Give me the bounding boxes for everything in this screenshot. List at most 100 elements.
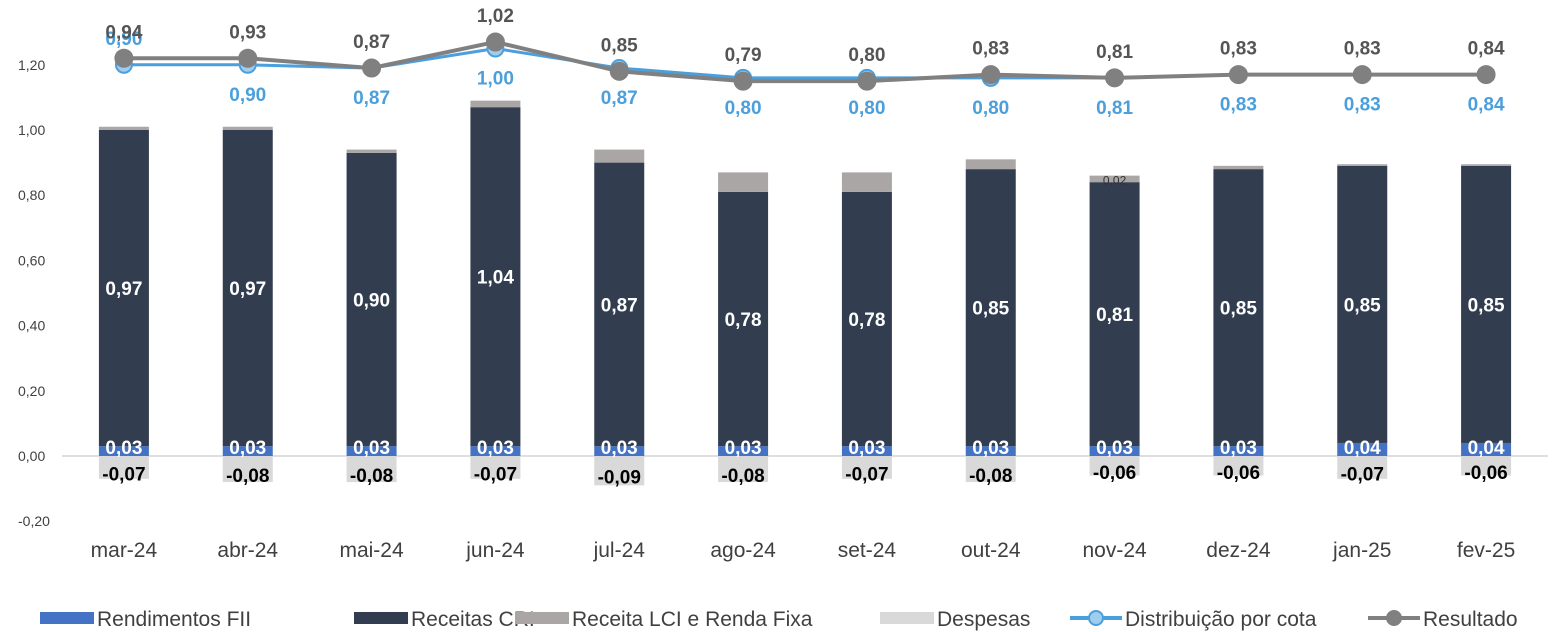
label-rendimentos-fii: 0,03 (601, 438, 638, 459)
label-rendimentos-fii: 0,03 (105, 438, 142, 459)
legend-resultado-swatch-marker (1386, 610, 1402, 626)
bar-receita-lci (222, 126, 273, 130)
label-resultado: 0,80 (848, 45, 885, 66)
label-resultado: 0,93 (229, 22, 266, 43)
legend-resultado-label: Resultado (1423, 608, 1518, 631)
legend-distribui-o-por-cota-label: Distribuição por cota (1125, 608, 1317, 631)
y-tick-label: -0,20 (18, 513, 50, 529)
point-resultado (1105, 68, 1125, 88)
x-tick-label: mar-24 (91, 539, 158, 562)
legend-despesas-swatch (880, 612, 934, 624)
y-tick-label: 0,60 (18, 252, 45, 268)
x-tick-label: abr-24 (217, 539, 278, 562)
label-despesas: -0,07 (845, 464, 888, 485)
bar-receitas-cri (965, 169, 1016, 447)
label-resultado: 0,83 (972, 39, 1009, 60)
bar-despesas (98, 456, 149, 479)
label-resultado: 0,94 (105, 22, 142, 43)
x-tick-label: out-24 (961, 539, 1021, 562)
label-receitas-cri: 0,97 (229, 279, 266, 300)
bar-rendimentos-fii (594, 446, 645, 456)
label-receitas-cri: 0,78 (848, 310, 885, 331)
point-resultado (1352, 65, 1372, 85)
label-despesas: -0,06 (1464, 463, 1507, 484)
label-distribuicao-por-cota: 0,81 (1096, 98, 1133, 119)
legend-receita-lci-e-renda-fixa-swatch (515, 612, 569, 624)
label-rendimentos-fii: 0,04 (1344, 438, 1381, 459)
x-axis: mar-24 abr-24 mai-24 jun-24 jul-24 ago-24 set-… (91, 539, 1516, 562)
point-resultado (1476, 65, 1496, 85)
label-resultado: 0,79 (725, 45, 762, 66)
point-resultado (114, 48, 134, 68)
label-distribuicao-por-cota: 0,83 (1344, 95, 1381, 116)
label-distribuicao-por-cota: 0,87 (601, 88, 638, 109)
label-resultado: 0,81 (1096, 42, 1133, 63)
label-despesas: -0,08 (721, 466, 764, 487)
label-resultado: 1,02 (477, 6, 514, 27)
point-resultado (1228, 65, 1248, 85)
label-despesas: -0,07 (102, 464, 145, 485)
y-tick-label: 0,40 (18, 318, 45, 334)
y-tick-label: 1,00 (18, 122, 45, 138)
bar-receita-lci (470, 100, 521, 108)
bar-rendimentos-fii (1213, 446, 1264, 456)
label-distribuicao-por-cota: 1,00 (477, 69, 514, 90)
label-rendimentos-fii: 0,03 (229, 438, 266, 459)
label-resultado: 0,84 (1468, 39, 1505, 60)
legend-receitas-cri-swatch (354, 612, 408, 624)
bar-despesas (1089, 456, 1140, 476)
label-despesas: -0,07 (474, 464, 517, 485)
label-resultado: 0,85 (601, 35, 638, 56)
label-distribuicao-por-cota: 0,80 (848, 98, 885, 119)
bar-receitas-cri (470, 107, 521, 447)
label-receitas-cri: 0,97 (105, 279, 142, 300)
legend-distribui-o-por-cota-swatch-marker (1088, 610, 1104, 626)
bar-rendimentos-fii (1461, 442, 1512, 456)
x-tick-label: mai-24 (339, 539, 404, 562)
bar-rendimentos-fii (1337, 442, 1388, 456)
bar-receita-lci (1089, 175, 1140, 183)
label-distribuicao-por-cota: 0,84 (1468, 95, 1505, 116)
y-tick-label: 0,00 (18, 448, 45, 464)
label-receitas-cri: 0,85 (1468, 295, 1505, 316)
legend-despesas-label: Despesas (937, 608, 1030, 631)
label-receita-lci: 0,02 (1103, 174, 1127, 188)
bar-despesas (841, 456, 892, 479)
label-resultado: 0,83 (1344, 39, 1381, 60)
bar-receita-lci (965, 159, 1016, 170)
legend-receitas-cri-label: Receitas CRI (411, 608, 535, 631)
x-tick-label: ago-24 (710, 539, 776, 562)
line-series (114, 32, 1496, 91)
data-labels: 0,03 0,97 -0,07 0,03 0,97 -0,08 0,03 0,90 -0,08 0… (102, 6, 1507, 489)
point-resultado (981, 65, 1001, 85)
bar-despesas (346, 456, 397, 483)
label-receitas-cri: 0,81 (1096, 305, 1133, 326)
label-receitas-cri: 0,87 (601, 295, 638, 316)
bar-despesas (1461, 456, 1512, 476)
bar-receita-lci (1337, 164, 1388, 166)
label-receitas-cri: 0,85 (1344, 295, 1381, 316)
label-despesas: -0,08 (969, 466, 1012, 487)
x-tick-label: fev-25 (1457, 539, 1515, 562)
bar-rendimentos-fii (98, 446, 149, 456)
label-despesas: -0,08 (226, 466, 269, 487)
label-distribuicao-por-cota: 0,90 (105, 29, 142, 50)
y-tick-label: 0,20 (18, 383, 45, 399)
bar-rendimentos-fii (470, 446, 521, 456)
bar-receitas-cri (346, 152, 397, 447)
legend-receita-lci-e-renda-fixa-label: Receita LCI e Renda Fixa (572, 608, 813, 631)
bar-despesas (1213, 456, 1264, 476)
bar-receitas-cri (594, 162, 645, 447)
x-tick-label: set-24 (838, 539, 897, 562)
label-distribuicao-por-cota: 0,90 (229, 85, 266, 106)
label-despesas: -0,07 (1341, 464, 1384, 485)
bar-despesas (965, 456, 1016, 483)
label-despesas: -0,08 (350, 466, 393, 487)
label-rendimentos-fii: 0,03 (1220, 438, 1257, 459)
legend: Rendimentos FII Receitas CRI Receita LCI e… (40, 608, 1518, 631)
bar-despesas (222, 456, 273, 483)
bar-rendimentos-fii (965, 446, 1016, 456)
line-resultado (123, 39, 1487, 84)
x-tick-label: nov-24 (1082, 539, 1147, 562)
